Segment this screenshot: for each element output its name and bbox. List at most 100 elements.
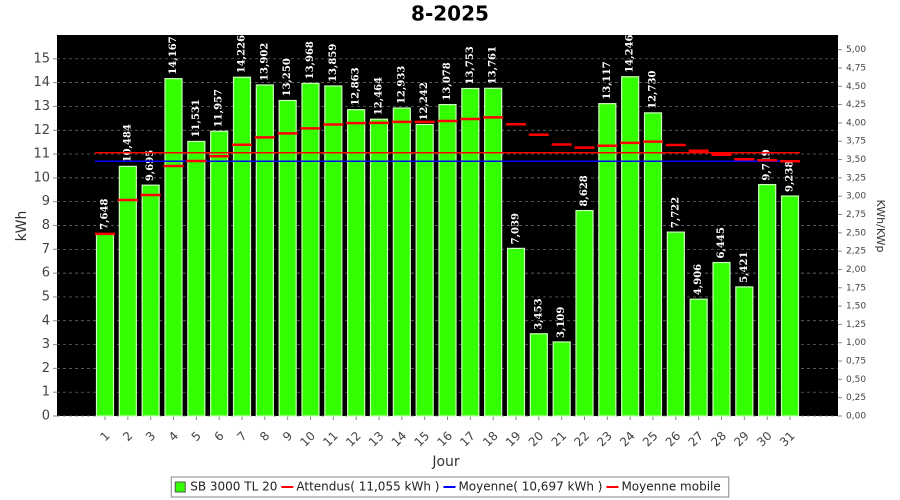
bar xyxy=(164,78,183,417)
value-label: 9,238 xyxy=(785,161,796,192)
value-label: 14,246 xyxy=(625,34,636,72)
value-label: 5,421 xyxy=(739,252,750,283)
value-label: 7,648 xyxy=(100,199,111,230)
bar xyxy=(666,231,685,417)
bar xyxy=(643,112,663,417)
bar xyxy=(369,118,389,417)
value-label: 12,863 xyxy=(351,67,362,105)
value-label: 10,484 xyxy=(122,124,133,162)
bar xyxy=(210,130,229,417)
value-label: 13,250 xyxy=(282,58,293,96)
bar xyxy=(255,84,274,417)
legend-label: Attendus( 11,055 kWh ) xyxy=(296,480,439,494)
value-label: 8,628 xyxy=(579,175,590,206)
value-label: 7,722 xyxy=(670,197,681,228)
y2-tick-label: 4,50 xyxy=(846,82,866,92)
bar xyxy=(621,76,640,417)
y-tick-label: 11 xyxy=(33,147,50,162)
y-tick-label: 13 xyxy=(33,99,50,114)
bar xyxy=(347,109,366,417)
y2-tick-label: 3,75 xyxy=(846,137,866,147)
bar xyxy=(484,87,503,417)
y-tick-label: 7 xyxy=(42,242,50,257)
bar xyxy=(232,76,252,417)
value-label: 7,039 xyxy=(511,213,522,244)
value-label: 9,695 xyxy=(145,150,156,181)
bar xyxy=(301,82,320,417)
y2-tick-label: 1,50 xyxy=(846,302,866,312)
y-tick-label: 1 xyxy=(42,385,50,400)
value-label: 3,453 xyxy=(533,298,544,329)
y2-tick-label: 4,25 xyxy=(846,100,866,110)
value-label: 13,753 xyxy=(465,46,476,84)
y-tick-label: 15 xyxy=(33,51,50,66)
y2-axis-title: KWh/KWp xyxy=(874,199,887,252)
value-label: 11,957 xyxy=(214,89,225,127)
bar xyxy=(598,103,617,417)
y-tick-label: 14 xyxy=(33,75,50,90)
y2-tick-label: 4,75 xyxy=(846,63,866,73)
bar xyxy=(780,195,800,417)
value-label: 12,933 xyxy=(396,66,407,104)
value-label: 14,167 xyxy=(168,36,179,74)
value-label: 4,906 xyxy=(693,264,704,295)
bar xyxy=(324,85,343,417)
value-label: 9,719 xyxy=(762,149,773,180)
value-label: 13,078 xyxy=(442,62,453,100)
y-tick-label: 0 xyxy=(42,409,50,424)
y-tick-label: 3 xyxy=(42,337,50,352)
legend-label: Moyenne mobile xyxy=(621,480,720,494)
y-tick-label: 2 xyxy=(42,361,50,376)
value-label: 12,464 xyxy=(374,77,385,115)
value-label: 11,531 xyxy=(191,99,202,137)
value-label: 13,968 xyxy=(305,41,316,79)
y-axis-title: kWh xyxy=(14,211,30,242)
y2-tick-label: 3,50 xyxy=(846,155,866,165)
y2-tick-label: 2,00 xyxy=(846,265,866,275)
y2-tick-label: 3,25 xyxy=(846,173,866,183)
y2-tick-label: 2,50 xyxy=(846,228,866,238)
y-tick-label: 6 xyxy=(42,266,50,281)
y2-tick-label: 0,50 xyxy=(846,375,866,385)
bar xyxy=(575,209,594,417)
y2-tick-label: 0,25 xyxy=(846,393,866,403)
bar xyxy=(735,286,754,417)
y2-tick-label: 1,25 xyxy=(846,320,866,330)
value-label: 12,730 xyxy=(648,71,659,109)
y-tick-label: 12 xyxy=(33,123,50,138)
bar xyxy=(529,333,548,417)
value-label: 3,109 xyxy=(556,307,567,338)
bar xyxy=(461,87,480,417)
bar xyxy=(187,140,206,417)
y2-tick-label: 2,25 xyxy=(846,247,866,257)
value-label: 14,226 xyxy=(237,35,248,73)
y2-tick-label: 0,00 xyxy=(846,412,866,422)
y-tick-label: 5 xyxy=(42,289,50,304)
y-tick-label: 8 xyxy=(42,218,50,233)
bar xyxy=(141,184,160,417)
y-tick-label: 4 xyxy=(42,313,50,328)
bar xyxy=(689,298,708,417)
value-label: 13,902 xyxy=(259,43,270,81)
y2-tick-label: 1,75 xyxy=(846,283,866,293)
y2-tick-label: 0,75 xyxy=(846,357,866,367)
y-tick-label: 10 xyxy=(33,170,50,185)
value-label: 13,761 xyxy=(488,46,499,84)
bar xyxy=(95,233,115,417)
value-label: 13,117 xyxy=(602,61,613,99)
legend-label: SB 3000 TL 20 xyxy=(190,480,277,494)
bar xyxy=(506,247,526,417)
x-axis-title: Jour xyxy=(431,454,460,470)
chart-title: 8-2025 xyxy=(411,2,489,26)
value-label: 6,445 xyxy=(716,227,727,258)
y2-tick-label: 4,00 xyxy=(846,118,866,128)
bar xyxy=(552,341,571,417)
y2-tick-label: 5,00 xyxy=(846,45,866,55)
y2-tick-label: 2,75 xyxy=(846,210,866,220)
legend-label: Moyenne( 10,697 kWh ) xyxy=(458,480,602,494)
bar xyxy=(278,99,297,417)
bar xyxy=(118,165,137,417)
value-label: 12,242 xyxy=(419,82,430,120)
bar xyxy=(415,123,434,417)
